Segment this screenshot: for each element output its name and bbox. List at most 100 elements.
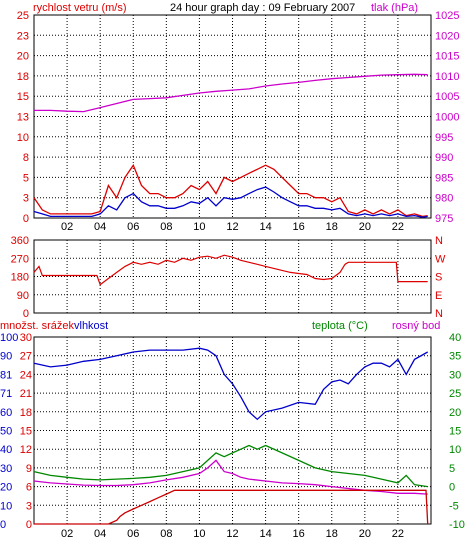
wind-y-tick-label: 3 [23,193,29,205]
direction-y-tick-label: 0 [23,308,29,320]
temperature-y-tick-label: 15 [449,426,461,438]
precip-y-tick-label: 3 [26,500,32,512]
direction-y-tick-label: 360 [11,235,29,247]
x-tick-label: 08 [160,528,172,540]
wind-direction-line [33,254,428,286]
x-tick-label: 22 [392,528,404,540]
humidity-y-tick-label: 60 [0,407,12,419]
x-tick-label: 20 [359,221,371,233]
precip-y-tick-label: 15 [20,426,32,438]
x-tick-label: 04 [94,528,106,540]
precip-y-tick-label: 24 [20,369,32,381]
precip-y-tick-label: 12 [20,444,32,456]
temperature-y-tick-label: 20 [449,407,461,419]
humidity-line [33,347,429,421]
direction-y-tick-label: 180 [11,272,29,284]
x-tick-label: 10 [193,528,205,540]
humidity-y-tick-label: 90 [0,351,12,363]
wind-y-tick-label: 20 [17,51,29,63]
temperature-y-tick-label: 0 [449,482,455,494]
dew-point-axis-title: rosný bod [392,320,440,332]
humidity-y-tick-label: 0 [0,519,6,531]
humidity-y-tick-label: 30 [0,463,12,475]
precip-axis-title: množst. srážek [0,320,74,332]
x-tick-label: 02 [61,528,73,540]
precip-y-tick-label: 9 [26,463,32,475]
pressure-y-tick-label: 985 [435,172,453,184]
temperature-y-tick-label: 25 [449,388,461,400]
pressure-y-tick-label: 975 [435,213,453,225]
temperature-line [33,444,428,488]
pressure-y-tick-label: 980 [435,193,453,205]
pressure-y-tick-label: 1020 [435,30,459,42]
wind-speed-axis-title: rychlost vetru (m/s) [33,2,127,14]
wind-gust-line [33,163,428,218]
pressure-y-tick-label: 1015 [435,51,459,63]
pressure-y-tick-label: 1010 [435,71,459,83]
humidity-y-tick-label: 50 [0,426,12,438]
x-tick-label: 06 [127,221,139,233]
precip-y-tick-label: 30 [20,332,32,344]
x-tick-label: 18 [326,221,338,233]
pressure-axis-title: tlak (hPa) [371,2,418,14]
precip-y-tick-label: 27 [20,351,32,363]
precip-y-tick-label: 0 [26,519,32,531]
compass-label: W [435,253,446,265]
temperature-y-tick-label: -10 [449,519,465,531]
x-tick-label: 22 [392,221,404,233]
humidity-axis-title: vlhkost [74,320,108,332]
wind-y-tick-label: 0 [23,213,29,225]
dew-point-line [33,459,428,495]
precipitation-line [34,489,429,525]
pressure-y-tick-label: 1000 [435,112,459,124]
precip-y-tick-label: 18 [20,407,32,419]
temperature-y-tick-label: 40 [449,332,461,344]
wind-y-tick-label: 25 [17,10,29,22]
humidity-y-tick-label: 40 [0,444,12,456]
temperature-y-tick-label: 5 [449,463,455,475]
temperature-axis-title: teplota (°C) [312,320,368,332]
compass-label: N [435,235,443,247]
wind-y-tick-label: 8 [23,152,29,164]
precip-y-tick-label: 21 [20,388,32,400]
pressure-y-tick-label: 995 [435,132,453,144]
x-tick-label: 10 [193,221,205,233]
x-tick-label: 08 [160,221,172,233]
temperature-y-tick-label: -5 [449,500,459,512]
compass-label: E [435,290,442,302]
humidity-y-tick-label: 10 [0,500,12,512]
x-tick-label: 12 [226,528,238,540]
wind-y-tick-label: 23 [17,30,29,42]
pressure-y-tick-label: 990 [435,152,453,164]
x-tick-label: 06 [127,528,139,540]
x-tick-label: 16 [293,221,305,233]
x-tick-label: 02 [61,221,73,233]
pressure-y-tick-label: 1005 [435,91,459,103]
direction-y-tick-label: 270 [11,253,29,265]
temperature-y-tick-label: 35 [449,351,461,363]
wind-y-tick-label: 18 [17,71,29,83]
temperature-y-tick-label: 30 [449,369,461,381]
x-tick-label: 04 [94,221,106,233]
pressure-y-tick-label: 1025 [435,10,459,22]
wind-y-tick-label: 13 [17,112,29,124]
wind-y-tick-label: 15 [17,91,29,103]
wind-pressure-panel: 0 3 5 8 10 13 15 18 20 23 25 975 980 985 990 995 1000 100… [17,10,460,233]
wind-y-tick-label: 5 [23,172,29,184]
x-tick-label: 16 [293,528,305,540]
wind-speed-line [33,186,428,218]
precip-y-tick-label: 6 [26,482,32,494]
humidity-y-tick-label: 71 [0,388,12,400]
temperature-y-tick-label: 10 [449,444,461,456]
x-tick-label: 14 [259,528,271,540]
chart-title: 24 hour graph day : 09 February 2007 [170,2,355,14]
humidity-y-tick-label: 81 [0,369,12,381]
compass-label: N [435,308,443,320]
x-tick-label: 12 [226,221,238,233]
humidity-temperature-panel: 0 0 10 3 20 6 30 9 40 12 50 15 60 18 71 21 81 24 90 27 10 0 30… [0,332,465,540]
x-tick-label: 20 [359,528,371,540]
direction-y-tick-label: 90 [17,290,29,302]
